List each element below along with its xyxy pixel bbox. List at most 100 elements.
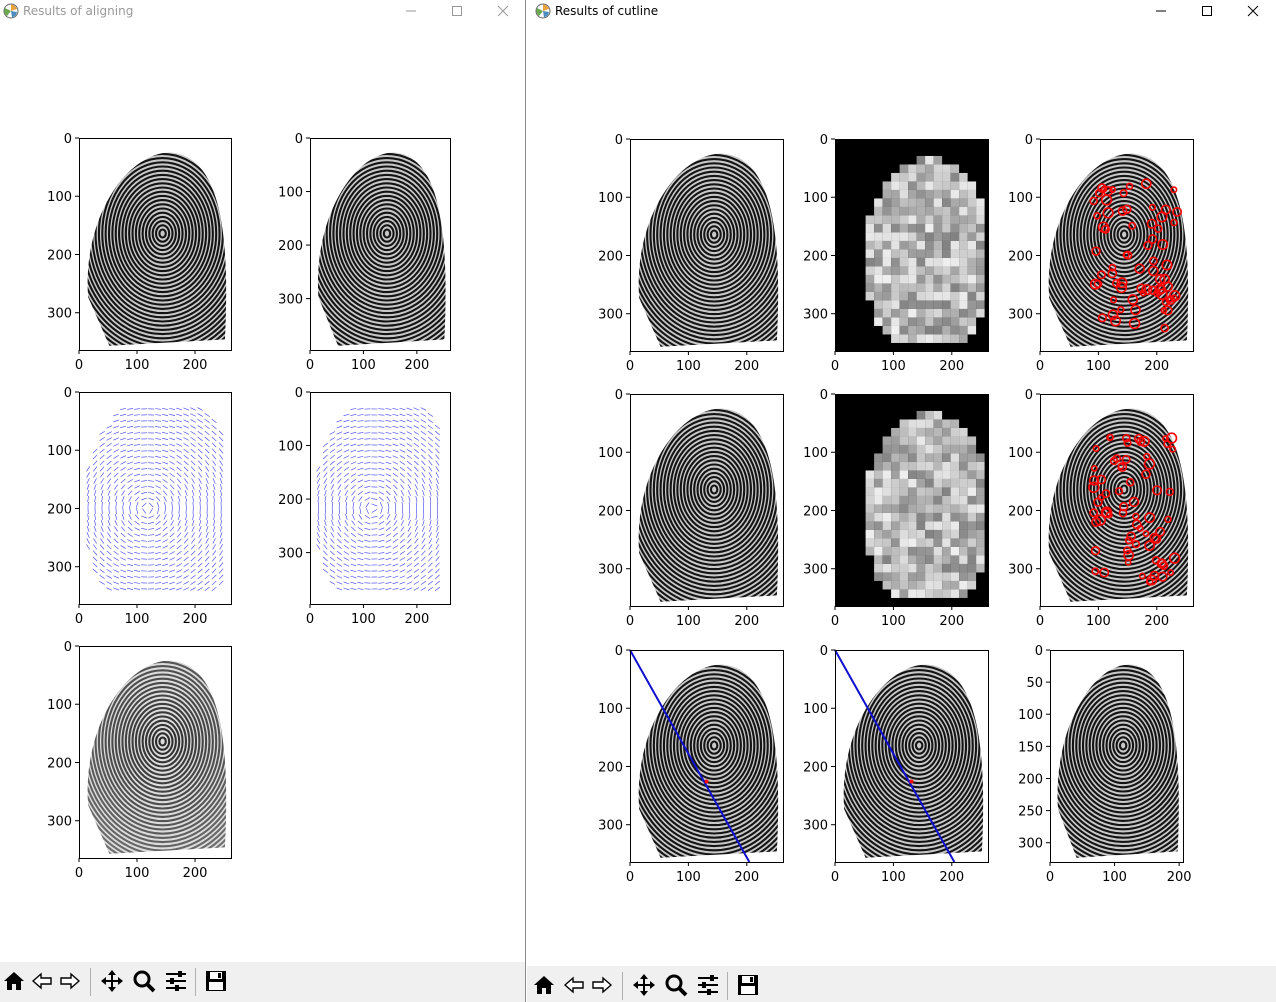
x-tick-label: 200 [939,614,964,629]
x-tick-label: 0 [831,614,839,629]
home-icon [4,972,24,990]
back-icon [31,972,52,990]
y-tick-label: 100 [1008,191,1033,206]
fingerprint-plot: 0 100 200 0 100 200 300 [598,386,796,637]
axes: 0 100 200 0 100 200 300 [598,644,784,885]
axes: 0 100 200 0 50 100 150 200 250 300 [1018,644,1191,885]
home-button[interactable] [0,966,28,996]
block-map-image [835,394,988,606]
y-tick-label: 0 [820,133,828,148]
y-tick-label: 100 [598,191,623,206]
matplotlib-icon [3,3,19,19]
title-bar[interactable]: Results of aligning [0,0,525,22]
zoom-button[interactable] [130,966,158,996]
block-map-image [835,139,988,351]
y-tick-label: 0 [820,388,828,403]
maximize-icon [452,6,462,16]
y-tick-label: 100 [1018,708,1043,723]
y-tick-label: 0 [615,388,623,403]
y-tick-label: 300 [1008,563,1033,578]
close-button[interactable] [1230,0,1276,22]
minutiae-image [1048,153,1189,347]
x-tick-label: 100 [1102,870,1127,885]
axes: 0 100 200 0 100 200 300 [803,644,989,885]
back-button[interactable] [560,970,588,1000]
y-tick-label: 0 [64,640,72,655]
close-icon [1247,5,1259,17]
y-tick-label: 0 [64,132,72,147]
pan-button[interactable] [630,970,658,1000]
pan-button[interactable] [98,966,126,996]
axes: 0 100 200 0 100 200 300 [1008,388,1194,629]
zoom-button[interactable] [662,970,690,1000]
minutiae-plot: 0 100 200 0 100 200 300 [1008,131,1206,382]
y-tick-label: 200 [1008,249,1033,264]
y-tick-label: 0 [1025,388,1033,403]
y-tick-label: 0 [615,133,623,148]
x-tick-label: 200 [183,358,208,373]
close-button[interactable] [480,0,525,22]
axes: 0 100 200 0 100 200 300 [47,132,232,373]
title-bar[interactable]: Results of cutline [527,0,1276,22]
x-tick-label: 100 [125,866,150,881]
x-tick-label: 0 [626,614,634,629]
configure-subplots-button[interactable] [162,966,190,996]
toolbar-separator [622,972,623,1000]
y-tick-label: 50 [1026,676,1043,691]
y-tick-label: 100 [803,446,828,461]
x-tick-label: 200 [1144,359,1169,374]
close-icon [497,5,509,17]
y-tick-label: 0 [615,644,623,659]
y-tick-label: 150 [1018,740,1043,755]
y-tick-label: 300 [598,819,623,834]
x-tick-label: 200 [734,614,759,629]
axes: 0 100 200 0 100 200 300 [598,133,784,374]
axes: 0 100 200 0 100 200 300 [47,386,232,627]
forward-button[interactable] [56,966,84,996]
fingerprint-plot: 0 100 200 0 100 200 300 [598,131,796,382]
y-tick-label: 300 [47,561,72,576]
cutline-window: Results of cutline 0 100 200 0 100 200 300 0 100… [527,0,1276,1002]
orientation-field-image [86,407,224,592]
y-tick-label: 100 [278,186,303,201]
forward-icon [592,976,613,994]
y-tick-label: 250 [1018,805,1043,820]
y-tick-label: 0 [295,386,303,401]
x-tick-label: 0 [75,866,83,881]
axes: 0 100 200 0 100 200 300 [278,132,451,373]
y-tick-label: 100 [47,444,72,459]
minimize-icon [406,10,416,12]
x-tick-label: 200 [939,870,964,885]
x-tick-label: 100 [676,359,701,374]
back-button[interactable] [28,966,56,996]
y-tick-label: 100 [598,702,623,717]
axes: 0 100 200 0 100 200 300 [803,388,989,629]
y-tick-label: 200 [803,504,828,519]
save-button[interactable] [734,970,762,1000]
home-button[interactable] [530,970,558,1000]
home-icon [534,976,554,994]
fingerprint-image [317,152,446,346]
minimize-button[interactable] [388,0,434,22]
y-tick-label: 300 [598,563,623,578]
x-tick-label: 200 [1144,614,1169,629]
y-tick-label: 100 [598,446,623,461]
x-tick-label: 0 [831,359,839,374]
x-tick-label: 200 [734,870,759,885]
x-tick-label: 100 [351,612,376,627]
orientation-field-image [316,407,440,592]
x-tick-label: 0 [75,612,83,627]
forward-button[interactable] [588,970,616,1000]
minimize-button[interactable] [1138,0,1184,22]
y-tick-label: 300 [1008,308,1033,323]
maximize-button[interactable] [434,0,480,22]
cutline-plot: 0 100 200 0 100 200 300 [598,642,796,893]
fingerprint-overlay-plot: 0 100 200 0 100 200 300 [47,638,244,889]
y-tick-label: 200 [47,756,72,771]
y-tick-label: 200 [803,760,828,775]
x-tick-label: 200 [183,612,208,627]
save-button[interactable] [202,966,230,996]
configure-subplots-button[interactable] [694,970,722,1000]
maximize-button[interactable] [1184,0,1230,22]
x-tick-label: 0 [306,358,314,373]
